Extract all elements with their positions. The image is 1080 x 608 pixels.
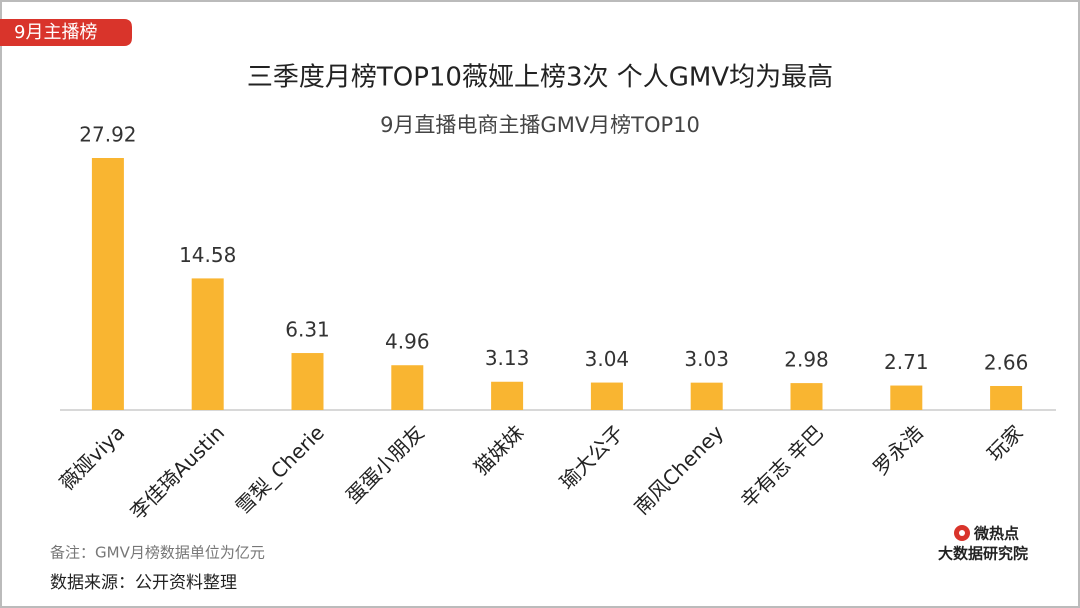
value-label: 2.66: [984, 350, 1029, 374]
logo-name: 微热点: [973, 525, 1019, 543]
value-label: 3.03: [684, 347, 729, 371]
logo: 微热点 大数据研究院: [938, 525, 1028, 563]
tag: 9月主播榜: [14, 22, 97, 43]
chart-title: 三季度月榜TOP10薇娅上榜3次 个人GMV均为最高: [247, 63, 833, 93]
logo-org: 大数据研究院: [938, 545, 1028, 563]
source: 数据来源：公开资料整理: [50, 573, 237, 593]
bar: [690, 382, 723, 410]
value-label: 14.58: [179, 243, 236, 267]
bar: [790, 383, 823, 410]
chart-subtitle: 9月直播电商主播GMV月榜TOP10: [380, 113, 700, 137]
bar: [91, 158, 124, 410]
value-label: 3.13: [485, 346, 530, 370]
value-label: 4.96: [385, 330, 430, 354]
value-label: 2.71: [884, 350, 929, 374]
value-label: 6.31: [285, 318, 330, 342]
bar: [990, 385, 1023, 410]
logo-icon-dot: [959, 530, 965, 536]
tag-box: [0, 19, 132, 46]
value-label: 2.98: [784, 348, 829, 372]
bar: [191, 278, 224, 410]
bar: [291, 353, 324, 410]
note: 备注：GMV月榜数据单位为亿元: [50, 544, 265, 562]
bar: [890, 385, 923, 410]
value-label: 3.04: [585, 347, 630, 371]
bar: [491, 381, 524, 410]
bar: [391, 365, 424, 410]
bar: [590, 382, 623, 410]
value-label: 27.92: [79, 123, 136, 147]
